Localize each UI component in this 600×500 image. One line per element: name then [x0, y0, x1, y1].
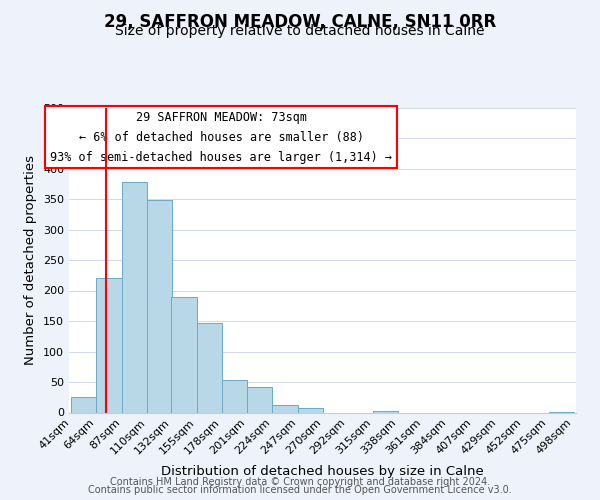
Text: Size of property relative to detached houses in Calne: Size of property relative to detached ho… [115, 24, 485, 38]
Bar [171, 296, 197, 412]
X-axis label: Distribution of detached houses by size in Calne: Distribution of detached houses by size … [161, 464, 484, 477]
Bar [222, 380, 247, 412]
Text: Contains public sector information licensed under the Open Government Licence v3: Contains public sector information licen… [88, 485, 512, 495]
Bar [147, 200, 172, 412]
Bar [71, 397, 97, 412]
Text: 29, SAFFRON MEADOW, CALNE, SN11 0RR: 29, SAFFRON MEADOW, CALNE, SN11 0RR [104, 12, 496, 30]
Y-axis label: Number of detached properties: Number of detached properties [25, 155, 37, 365]
Bar [122, 182, 147, 412]
Bar [247, 388, 272, 412]
Bar [272, 404, 298, 412]
Text: Contains HM Land Registry data © Crown copyright and database right 2024.: Contains HM Land Registry data © Crown c… [110, 477, 490, 487]
Bar [197, 324, 222, 412]
Text: 29 SAFFRON MEADOW: 73sqm
← 6% of detached houses are smaller (88)
93% of semi-de: 29 SAFFRON MEADOW: 73sqm ← 6% of detache… [50, 110, 392, 164]
Bar [298, 408, 323, 412]
Bar [97, 278, 122, 412]
